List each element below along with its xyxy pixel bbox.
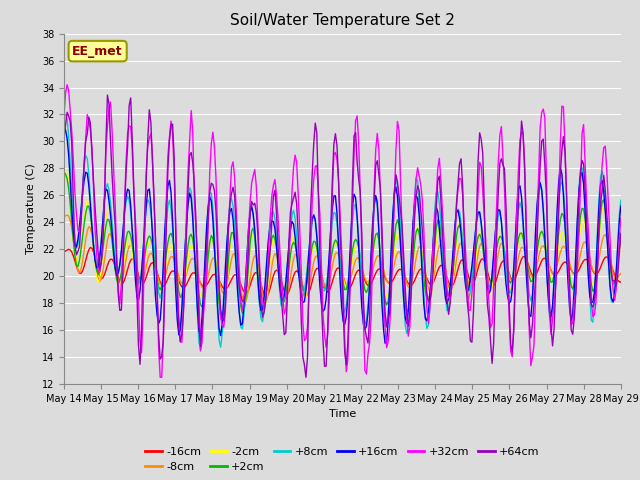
+16cm xyxy=(244,227,252,233)
X-axis label: Time: Time xyxy=(329,409,356,419)
+2cm xyxy=(588,282,595,288)
-16cm xyxy=(86,245,94,251)
+16cm xyxy=(617,204,625,209)
Text: EE_met: EE_met xyxy=(72,45,123,58)
+2cm xyxy=(246,241,254,247)
+8cm xyxy=(589,319,596,325)
-8cm xyxy=(262,300,269,305)
+8cm xyxy=(61,112,69,118)
-8cm xyxy=(617,271,625,276)
-2cm xyxy=(255,289,263,295)
-16cm xyxy=(246,283,254,288)
Line: -8cm: -8cm xyxy=(64,215,621,302)
+8cm xyxy=(257,315,265,321)
+32cm xyxy=(229,159,237,165)
+64cm xyxy=(617,230,625,236)
-2cm xyxy=(129,250,136,255)
-16cm xyxy=(60,249,68,254)
-2cm xyxy=(228,235,236,240)
+8cm xyxy=(248,205,255,211)
Line: -2cm: -2cm xyxy=(64,170,621,315)
-2cm xyxy=(305,271,313,277)
+64cm xyxy=(130,185,138,191)
+32cm xyxy=(130,189,138,194)
+2cm xyxy=(60,169,68,175)
-16cm xyxy=(617,279,625,285)
-8cm xyxy=(130,252,138,258)
Line: -16cm: -16cm xyxy=(64,248,621,297)
+32cm xyxy=(617,215,625,221)
+16cm xyxy=(588,300,595,306)
+16cm xyxy=(60,123,68,129)
Y-axis label: Temperature (C): Temperature (C) xyxy=(26,163,36,254)
-2cm xyxy=(60,167,68,173)
+16cm xyxy=(129,227,136,232)
Line: +32cm: +32cm xyxy=(64,85,621,377)
+16cm xyxy=(226,208,234,214)
-8cm xyxy=(63,212,71,218)
+2cm xyxy=(617,239,625,244)
-2cm xyxy=(218,312,226,318)
+2cm xyxy=(255,290,263,296)
+64cm xyxy=(307,207,314,213)
+64cm xyxy=(228,191,236,196)
+8cm xyxy=(307,233,314,239)
+32cm xyxy=(60,112,68,118)
+64cm xyxy=(255,267,263,273)
+32cm xyxy=(156,374,164,380)
+8cm xyxy=(617,197,625,203)
-8cm xyxy=(60,214,68,219)
+8cm xyxy=(196,347,204,352)
-16cm xyxy=(307,285,314,290)
Legend: -16cm, -8cm, -2cm, +2cm, +8cm, +16cm, +32cm, +64cm: -16cm, -8cm, -2cm, +2cm, +8cm, +16cm, +3… xyxy=(141,442,544,477)
+32cm xyxy=(257,289,265,295)
Line: +16cm: +16cm xyxy=(64,126,621,343)
-2cm xyxy=(588,277,595,283)
Line: +2cm: +2cm xyxy=(64,172,621,321)
Title: Soil/Water Temperature Set 2: Soil/Water Temperature Set 2 xyxy=(230,13,455,28)
-16cm xyxy=(228,276,236,282)
+8cm xyxy=(60,113,68,119)
+32cm xyxy=(63,82,71,88)
-2cm xyxy=(246,247,254,253)
-16cm xyxy=(262,294,269,300)
+8cm xyxy=(229,203,237,209)
-16cm xyxy=(130,257,138,263)
-16cm xyxy=(589,268,596,274)
+64cm xyxy=(246,210,254,216)
+32cm xyxy=(589,313,596,319)
-8cm xyxy=(307,276,314,282)
-8cm xyxy=(255,270,263,276)
+16cm xyxy=(381,340,389,346)
+32cm xyxy=(307,252,314,257)
+16cm xyxy=(254,276,262,282)
+8cm xyxy=(130,249,138,254)
+2cm xyxy=(129,241,136,247)
+2cm xyxy=(228,230,236,236)
+16cm xyxy=(303,268,311,274)
+2cm xyxy=(305,265,313,271)
-8cm xyxy=(589,267,596,273)
-8cm xyxy=(228,256,236,262)
-16cm xyxy=(255,276,263,281)
+32cm xyxy=(248,180,255,186)
+64cm xyxy=(60,134,68,140)
Line: +64cm: +64cm xyxy=(64,95,621,377)
-2cm xyxy=(617,239,625,244)
Line: +8cm: +8cm xyxy=(64,115,621,349)
+64cm xyxy=(302,374,310,380)
+64cm xyxy=(104,92,111,98)
+64cm xyxy=(589,304,596,310)
+2cm xyxy=(218,318,226,324)
-8cm xyxy=(246,275,254,281)
